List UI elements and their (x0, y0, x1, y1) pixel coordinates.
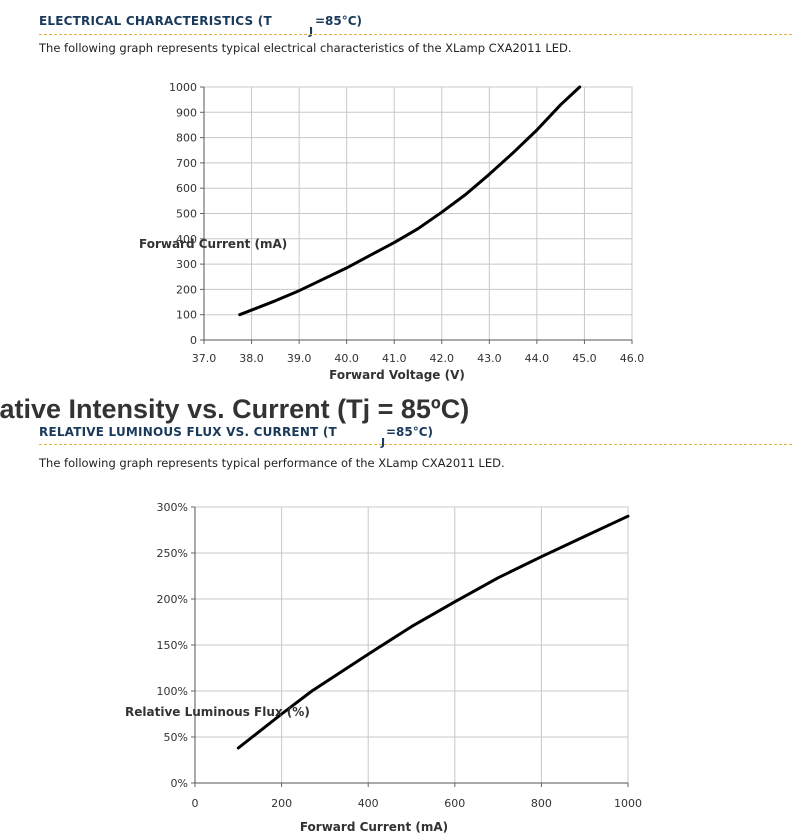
y-tick-label: 200% (157, 593, 188, 606)
overlay-heading: lative Intensity vs. Current (Tj = 85ºC) (0, 394, 470, 424)
y-axis-title: Forward Current (mA) (139, 237, 287, 251)
x-tick-label: 41.0 (382, 352, 407, 365)
section-title-luminous-flux-main: RELATIVE LUMINOUS FLUX VS. CURRENT (T (39, 425, 337, 439)
section-title-electrical-subscript: J (309, 25, 314, 38)
x-tick-label: 44.0 (525, 352, 550, 365)
x-tick-label: 42.0 (430, 352, 455, 365)
y-tick-label: 800 (176, 132, 197, 145)
section-title-luminous-flux-tail: =85°C) (386, 425, 434, 439)
y-tick-label: 300% (157, 501, 188, 514)
y-tick-label: 200 (176, 283, 197, 296)
chart-forward-current: 0 100 200 300 400 500 600 700 800 900 1000 37.0 38.0… (139, 81, 645, 382)
x-tick-label: 1000 (614, 797, 642, 810)
section-description-electrical: The following graph represents typical e… (39, 41, 572, 55)
y-tick-label: 600 (176, 182, 197, 195)
section-title-electrical-tail: =85°C) (315, 14, 363, 28)
x-axis-title: Forward Voltage (V) (329, 368, 465, 382)
x-tick-label: 39.0 (287, 352, 312, 365)
y-tick-label: 100% (157, 685, 188, 698)
y-tick-label: 1000 (169, 81, 197, 94)
y-tick-label: 100 (176, 309, 197, 322)
x-tick-label: 0 (192, 797, 199, 810)
y-tick-label: 0 (190, 334, 197, 347)
x-tick-label: 40.0 (334, 352, 359, 365)
y-tick-label: 250% (157, 547, 188, 560)
x-tick-label: 43.0 (477, 352, 502, 365)
x-axis-title: Forward Current (mA) (300, 820, 448, 834)
section-title-electrical: ELECTRICAL CHARACTERISTICS (T (39, 14, 272, 28)
section-title-electrical-main: ELECTRICAL CHARACTERISTICS (T (39, 14, 272, 28)
y-tick-label: 900 (176, 106, 197, 119)
x-tick-label: 37.0 (192, 352, 217, 365)
section-divider (39, 444, 792, 445)
y-tick-label: 400 (176, 233, 197, 246)
x-tick-label: 200 (271, 797, 292, 810)
series-line (236, 514, 630, 750)
section-title-luminous-flux: RELATIVE LUMINOUS FLUX VS. CURRENT (T (39, 425, 337, 439)
x-tick-label: 800 (531, 797, 552, 810)
x-tick-label: 45.0 (572, 352, 597, 365)
section-description-luminous-flux: The following graph represents typical p… (39, 456, 505, 470)
x-tick-label: 600 (444, 797, 465, 810)
series-line (238, 85, 582, 317)
section-title-luminous-flux-subscript: J (381, 436, 386, 449)
y-tick-label: 700 (176, 157, 197, 170)
x-tick-label: 38.0 (239, 352, 264, 365)
y-tick-label: 300 (176, 258, 197, 271)
y-tick-label: 150% (157, 639, 188, 652)
y-tick-label: 50% (164, 731, 188, 744)
section-divider (39, 34, 792, 35)
y-axis-title: Relative Luminous Flux (%) (125, 705, 310, 719)
x-tick-label: 46.0 (620, 352, 645, 365)
y-tick-label: 500 (176, 208, 197, 221)
x-tick-label: 400 (358, 797, 379, 810)
y-tick-label: 0% (171, 777, 188, 790)
